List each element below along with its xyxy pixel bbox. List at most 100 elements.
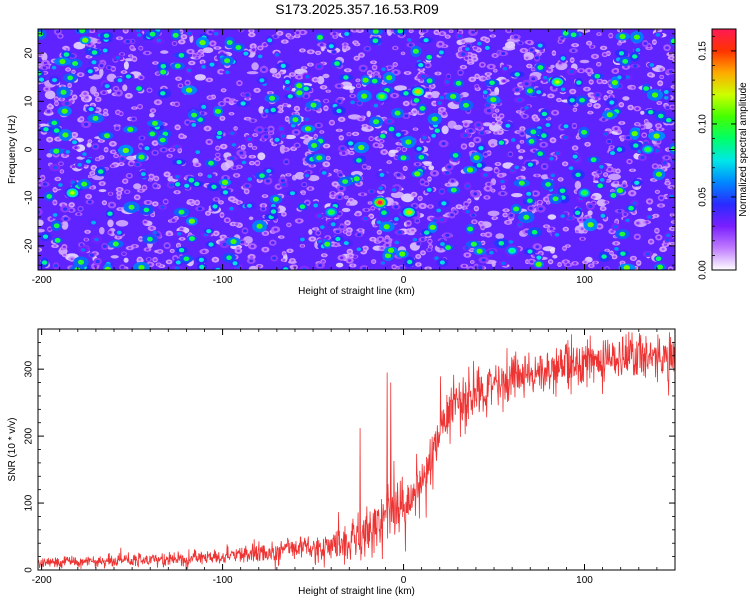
spectrogram-speckle-core bbox=[662, 161, 667, 165]
spectrogram-valley bbox=[552, 254, 558, 259]
spectrogram-speckle-core bbox=[595, 97, 599, 100]
spectrogram-speckle-core bbox=[292, 117, 299, 123]
spectrogram-speckle-core bbox=[655, 256, 662, 262]
spectrogram-speckle-core bbox=[250, 161, 254, 165]
spectrogram-speckle-core bbox=[129, 54, 133, 58]
spectrogram-speckle-core bbox=[168, 154, 172, 157]
spectrogram-speckle-core bbox=[63, 154, 67, 157]
spectrogram-speckle-core bbox=[573, 44, 577, 47]
spectrogram-speckle-core bbox=[214, 108, 222, 114]
spectrogram-speckle-core bbox=[230, 197, 234, 201]
spectrogram-speckle-core bbox=[610, 145, 614, 149]
spectrogram-valley bbox=[248, 216, 254, 221]
spectrogram-speckle-core bbox=[424, 182, 429, 186]
spectrogram-speckle-core bbox=[514, 165, 519, 170]
spectrogram-speckle-core bbox=[540, 49, 544, 53]
spectrogram-speckle-core bbox=[46, 194, 53, 199]
spectrogram-speckle-core bbox=[223, 176, 228, 180]
spectrogram-speckle-core bbox=[258, 179, 262, 182]
spectrogram-speckle-core bbox=[191, 122, 197, 127]
spectrogram-speckle-core bbox=[649, 240, 653, 243]
spectrogram-speckle-core bbox=[295, 31, 300, 35]
spectrogram-speckle-core bbox=[600, 213, 606, 218]
spectrogram-speckle-core bbox=[349, 254, 353, 257]
spectrogram-speckle-core bbox=[520, 132, 525, 136]
spectrogram-speckle-core bbox=[276, 185, 281, 189]
spectrogram-speckle-core bbox=[92, 166, 96, 170]
spectrogram-speckle-core bbox=[111, 67, 115, 71]
spectrogram-speckle-core bbox=[263, 231, 267, 235]
spectrogram-speckle-core bbox=[457, 34, 462, 38]
spectrogram-speckle-core bbox=[147, 257, 151, 261]
spectrogram-speckle-core bbox=[403, 167, 407, 170]
spectrogram-speckle-core bbox=[189, 200, 193, 203]
spectrogram-speckle-core bbox=[445, 233, 450, 237]
spectrogram-speckle-core bbox=[419, 106, 426, 111]
spectrogram-speckle-core bbox=[259, 78, 265, 83]
spectrogram-speckle-core bbox=[566, 263, 570, 267]
spectrogram-speckle-core bbox=[87, 195, 90, 198]
spectrogram-y-label: Frequency (Hz) bbox=[7, 115, 18, 184]
spectrogram-speckle-core bbox=[197, 52, 201, 55]
spectrogram-speckle-core bbox=[283, 103, 287, 107]
spectrogram-speckle-core bbox=[547, 117, 550, 120]
spectrogram-speckle-core bbox=[477, 41, 482, 46]
spectrogram-y-tick-label: -20 bbox=[24, 238, 35, 253]
spectrogram-speckle-core bbox=[331, 195, 335, 198]
spectrogram-speckle-core bbox=[355, 57, 359, 60]
spectrogram-speckle-core bbox=[288, 249, 292, 252]
spectrogram-speckle-core bbox=[348, 141, 354, 146]
spectrogram-valley bbox=[587, 210, 593, 216]
spectrogram-speckle-core bbox=[438, 50, 444, 55]
spectrogram-speckle-core bbox=[287, 223, 291, 227]
spectrogram-speckle-core bbox=[632, 201, 637, 205]
spectrogram-speckle-core bbox=[279, 71, 283, 74]
spectrogram-valley bbox=[285, 134, 296, 140]
spectrogram-speckle-core bbox=[563, 162, 567, 166]
spectrogram-speckle-core bbox=[72, 70, 75, 74]
spectrogram-speckle-core bbox=[587, 42, 591, 45]
spectrogram-speckle-core bbox=[174, 144, 179, 149]
spectrogram-speckle-core bbox=[87, 69, 93, 74]
spectrogram-peak bbox=[582, 191, 587, 195]
spectrogram-speckle-core bbox=[38, 53, 42, 56]
spectrogram-speckle-core bbox=[493, 216, 497, 220]
spectrogram-valley bbox=[124, 58, 134, 62]
spectrogram-speckle-core bbox=[465, 184, 470, 188]
spectrogram-speckle-core bbox=[138, 154, 145, 160]
spectrogram-speckle-core bbox=[563, 124, 569, 129]
spectrogram-speckle-core bbox=[84, 164, 88, 167]
spectrogram-speckle-core bbox=[475, 138, 480, 142]
spectrogram-speckle-core bbox=[392, 94, 397, 98]
spectrogram-speckle-core bbox=[588, 111, 592, 114]
spectrogram-speckle-core bbox=[156, 263, 161, 266]
spectrogram-speckle-core bbox=[531, 68, 535, 71]
spectrogram-valley bbox=[295, 171, 305, 180]
spectrogram-speckle-core bbox=[426, 267, 430, 270]
spectrogram-speckle-core bbox=[174, 63, 181, 69]
spectrogram-speckle-core bbox=[394, 217, 399, 222]
spectrogram-speckle-core bbox=[440, 189, 444, 194]
spectrogram-speckle-core bbox=[549, 94, 553, 98]
spectrogram-speckle-core bbox=[653, 133, 660, 139]
spectrogram-speckle-core bbox=[566, 244, 570, 248]
spectrogram-valley bbox=[44, 90, 56, 100]
spectrogram-speckle-core bbox=[94, 237, 99, 242]
spectrogram-speckle-core bbox=[236, 249, 240, 253]
spectrogram-speckle-core bbox=[658, 82, 662, 85]
spectrogram-speckle-core bbox=[184, 183, 190, 188]
spectrogram-valley bbox=[550, 64, 555, 69]
spectrogram-speckle-core bbox=[270, 107, 276, 113]
spectrogram-speckle-core bbox=[72, 61, 79, 66]
spectrogram-valley bbox=[453, 124, 463, 130]
spectrogram-speckle-core bbox=[346, 69, 350, 72]
spectrogram-speckle-core bbox=[281, 183, 287, 187]
spectrogram-speckle-core bbox=[575, 172, 581, 177]
spectrogram-speckle-core bbox=[378, 237, 383, 241]
spectrogram-speckle-core bbox=[178, 149, 182, 152]
spectrogram-speckle-core bbox=[62, 132, 69, 138]
spectrogram-speckle-core bbox=[347, 132, 351, 136]
spectrogram-speckle-core bbox=[597, 170, 601, 174]
spectrogram-speckle-core bbox=[96, 98, 100, 101]
spectrogram-speckle-core bbox=[431, 116, 438, 122]
